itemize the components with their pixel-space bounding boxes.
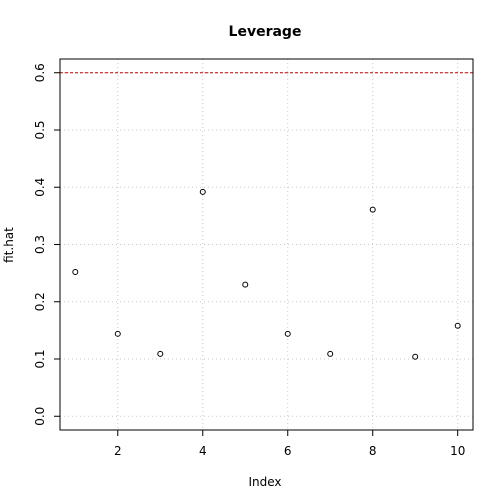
data-point [412,353,419,360]
points-layer [72,188,461,360]
data-point [199,188,206,195]
data-point [242,281,249,288]
data-point [114,330,121,337]
chart-title: Leverage [229,24,302,40]
y-tick-label: 0.1 [33,349,47,368]
data-point [454,322,461,329]
data-point [157,350,164,357]
grid-layer [60,59,473,430]
y-tick-label: 0.0 [33,407,47,426]
x-tick-label: 6 [284,444,292,458]
y-axis-label: fit.hat [2,227,16,263]
x-axis-label: Index [248,475,281,489]
data-point [369,206,376,213]
data-point [72,268,79,275]
data-point [327,350,334,357]
x-tick-label: 10 [450,444,465,458]
axes-layer: 2 4 6 8 10 0.0 0.1 0.2 0.3 0.4 0.5 0.6 [33,63,465,458]
x-tick-label: 8 [369,444,377,458]
plot-box [59,58,474,431]
y-tick-label: 0.3 [33,235,47,254]
x-tick-label: 4 [199,444,207,458]
y-tick-label: 0.5 [33,120,47,139]
y-tick-label: 0.4 [33,178,47,197]
y-tick-label: 0.2 [33,292,47,311]
x-tick-label: 2 [114,444,122,458]
y-tick-label: 0.6 [33,63,47,82]
data-point [284,330,291,337]
